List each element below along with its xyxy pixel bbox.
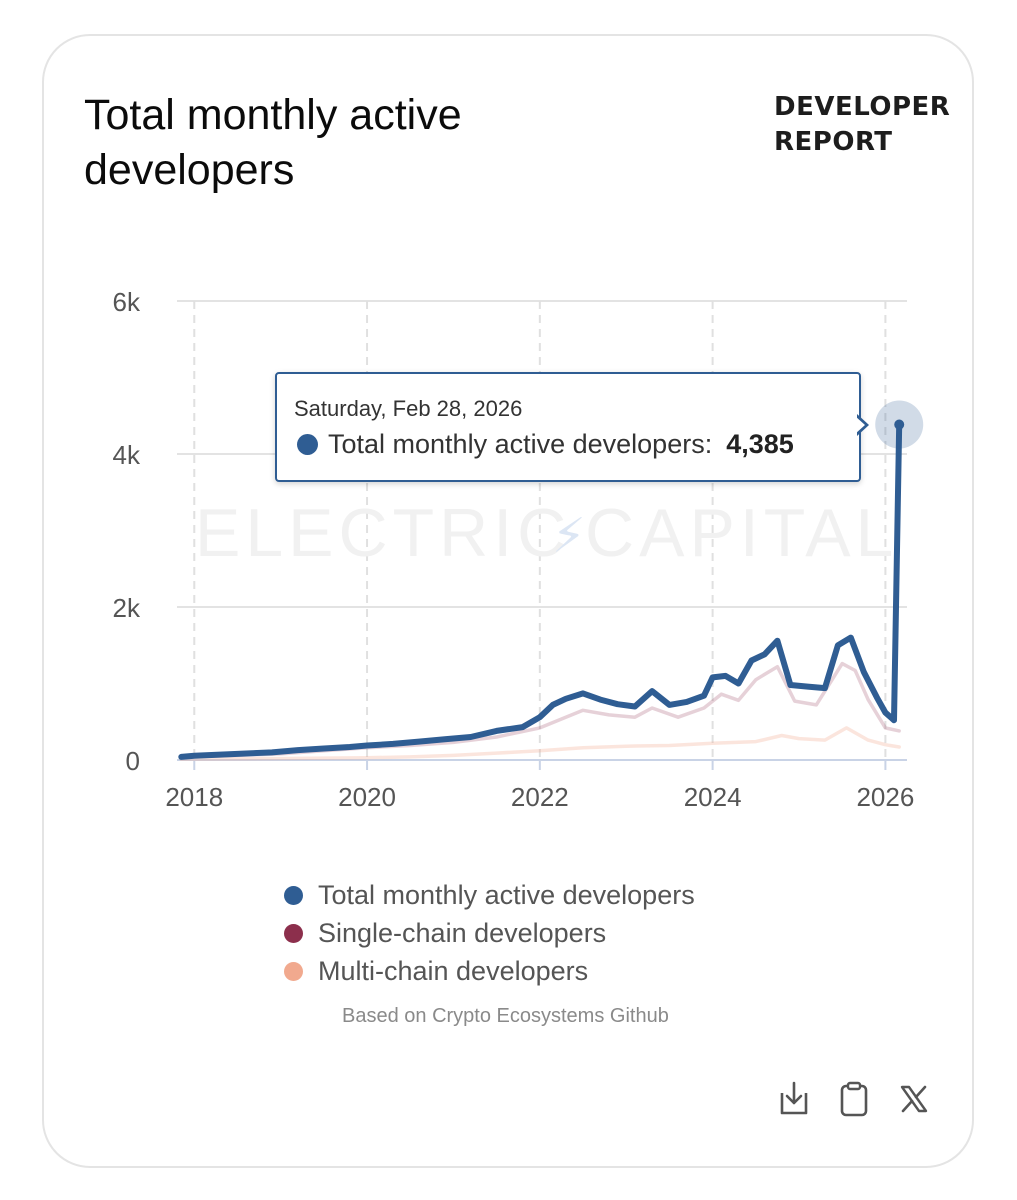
- legend-item-multi-chain[interactable]: Multi-chain developers: [284, 952, 695, 990]
- legend-item-single-chain[interactable]: Single-chain developers: [284, 914, 695, 952]
- series-line-0: [178, 421, 903, 760]
- chart-axes: 0 2k 4k 6k 2018 2020 2022 2024 2026: [113, 287, 915, 812]
- tooltip-series-dot: [297, 434, 318, 455]
- x-tick-label: 2018: [165, 782, 223, 812]
- y-tick-label: 6k: [113, 287, 141, 317]
- brand-logo: DEVELOPER REPORT: [774, 90, 950, 160]
- chart-title: Total monthly active developers: [84, 91, 462, 194]
- download-icon: [780, 1081, 808, 1115]
- watermark-left: ELECTRIC: [195, 495, 571, 571]
- legend-dot-multi-chain: [284, 961, 303, 981]
- copy-button[interactable]: [834, 1078, 874, 1120]
- chart-marker: [875, 400, 924, 449]
- brand-line-2: REPORT: [774, 127, 893, 157]
- series-line-2: [179, 726, 901, 761]
- legend-dot-total: [284, 885, 303, 905]
- x-share-icon: [900, 1085, 928, 1113]
- chart-series: [178, 421, 903, 761]
- tooltip-date: Saturday, Feb 28, 2026: [294, 396, 523, 421]
- legend-label-total: Total monthly active developers: [318, 879, 695, 910]
- x-tick-label: 2022: [511, 782, 569, 812]
- chart-tooltip: Saturday, Feb 28, 2026 Total monthly act…: [275, 372, 861, 482]
- tooltip-value: 4,385: [726, 429, 794, 459]
- watermark-right: CAPITAL: [585, 495, 898, 571]
- source-note: Based on Crypto Ecosystems Github: [342, 1005, 669, 1027]
- chart-actions: [774, 1078, 954, 1120]
- copy-icon: [840, 1081, 868, 1117]
- download-button[interactable]: [774, 1078, 814, 1120]
- chart-legend: Total monthly active developers Single-c…: [284, 876, 695, 990]
- x-tick-label: 2024: [684, 782, 742, 812]
- chart-card: [42, 34, 974, 1168]
- x-tick-label: 2026: [856, 782, 914, 812]
- watermark: ELECTRIC ⚡ CAPITAL: [195, 495, 898, 571]
- legend-item-total[interactable]: Total monthly active developers: [284, 876, 695, 914]
- tooltip-series-label: Total monthly active developers:: [328, 429, 713, 459]
- legend-dot-single-chain: [284, 923, 303, 943]
- watermark-bolt-icon: ⚡: [552, 508, 586, 564]
- y-tick-label: 0: [126, 746, 140, 776]
- brand-line-1: DEVELOPER: [774, 92, 951, 122]
- y-tick-label: 2k: [113, 593, 141, 623]
- legend-label-multi-chain: Multi-chain developers: [318, 955, 589, 986]
- y-tick-label: 4k: [113, 440, 141, 470]
- x-tick-label: 2020: [338, 782, 396, 812]
- x-share-button[interactable]: [894, 1078, 934, 1120]
- tooltip-row: Total monthly active developers: 4,385: [297, 429, 794, 460]
- highlight-point[interactable]: [894, 419, 905, 430]
- tooltip-arrow: [855, 414, 869, 436]
- legend-label-single-chain: Single-chain developers: [318, 917, 607, 948]
